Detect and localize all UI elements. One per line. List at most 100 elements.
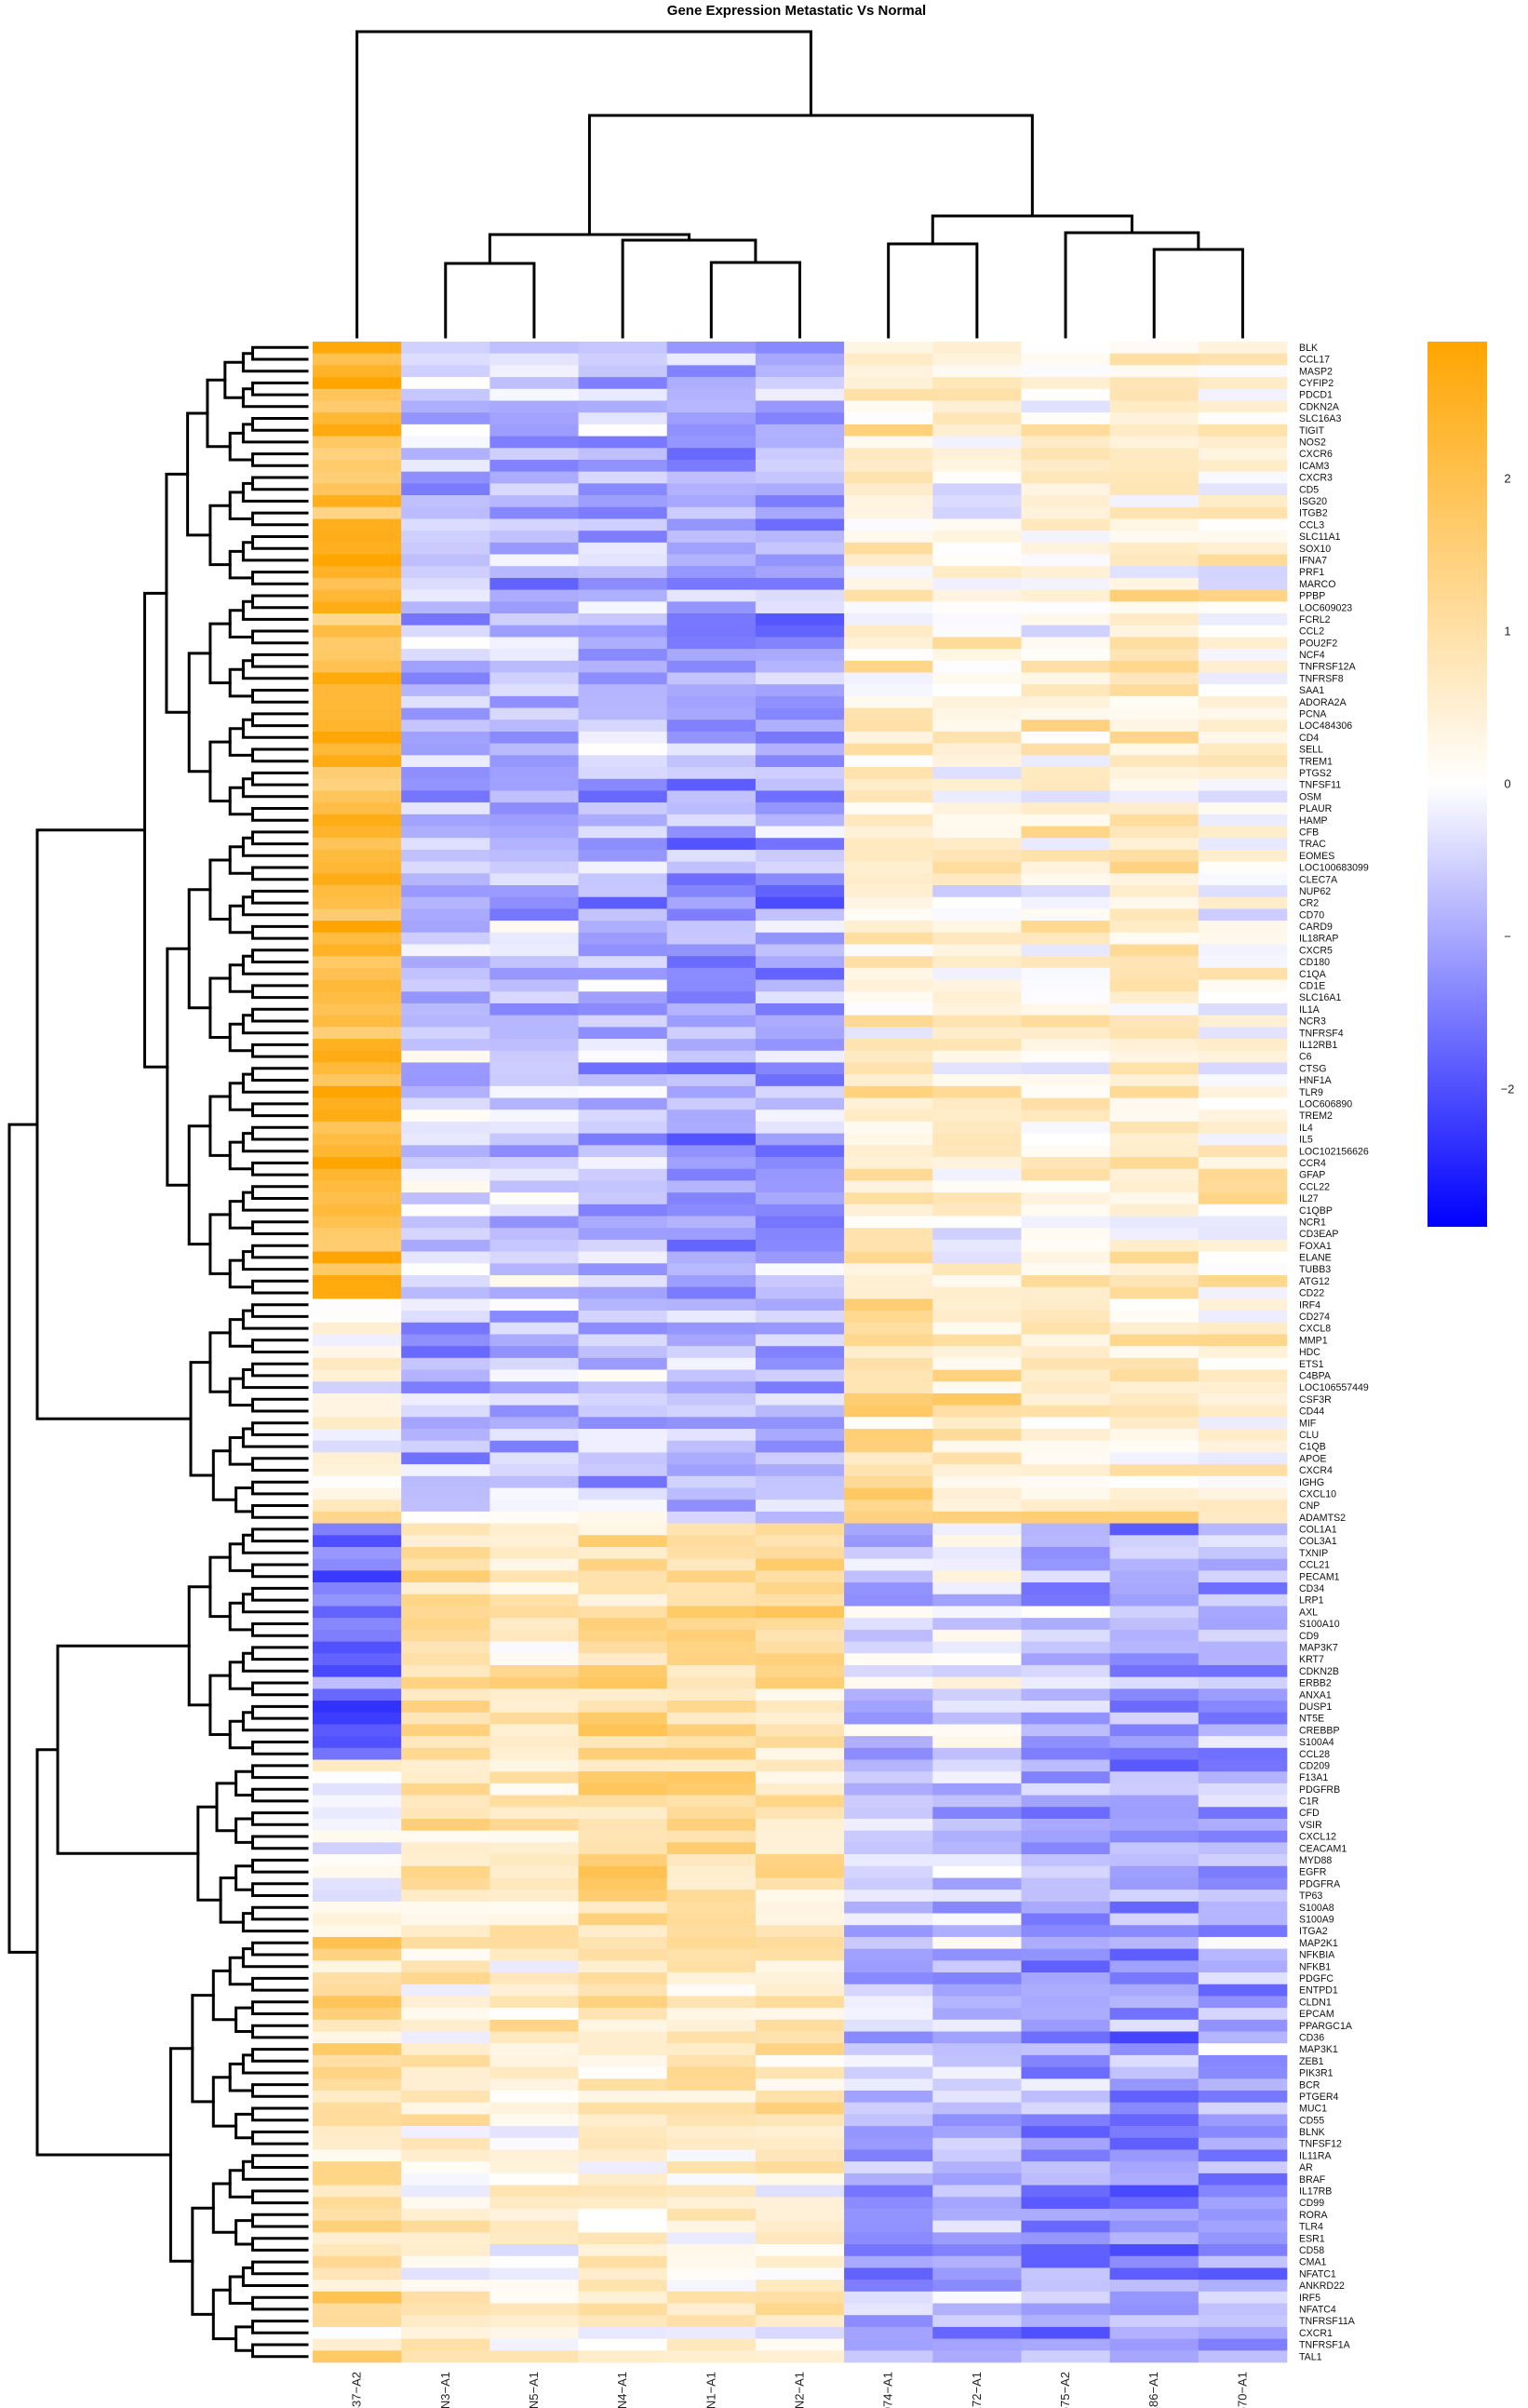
- heatmap-cell: [755, 2350, 845, 2363]
- gene-label: CD1E: [1299, 981, 1325, 992]
- gene-label: CLEC7A: [1299, 874, 1338, 885]
- heatmap-cell: [932, 471, 1022, 484]
- heatmap-cell: [401, 1085, 490, 1098]
- heatmap-cell: [1198, 1487, 1288, 1500]
- heatmap-cell: [1109, 684, 1200, 697]
- heatmap-cell: [755, 601, 845, 614]
- heatmap-cell: [755, 1641, 845, 1654]
- heatmap-cell: [932, 944, 1022, 957]
- gene-label: PCNA: [1299, 709, 1327, 720]
- heatmap-cell: [1021, 1121, 1110, 1134]
- heatmap-cell: [932, 625, 1022, 638]
- heatmap-cell: [755, 695, 845, 708]
- column-dendrogram-branch: [709, 261, 801, 339]
- heatmap-cell: [1021, 2280, 1110, 2293]
- heatmap-cell: [578, 2326, 668, 2339]
- gene-label: ISG20: [1299, 496, 1327, 507]
- heatmap-cell: [1109, 1546, 1200, 1559]
- heatmap-cell: [489, 2114, 579, 2127]
- heatmap-cell: [666, 2114, 757, 2127]
- heatmap-cell: [1021, 1948, 1110, 1961]
- heatmap-cell: [932, 1074, 1022, 1087]
- heatmap-cell: [755, 2208, 845, 2221]
- gene-label: IGHG: [1299, 1477, 1324, 1488]
- heatmap-cell: [1021, 1429, 1110, 1442]
- heatmap-cell: [844, 2185, 933, 2198]
- heatmap-cell: [489, 1039, 579, 1052]
- heatmap-cell: [1198, 566, 1288, 579]
- sample-label: M675−A2: [1058, 2372, 1072, 2408]
- heatmap-cell: [313, 896, 402, 909]
- heatmap-cell: [1021, 2220, 1110, 2233]
- row-dendrogram-branch: [228, 1377, 254, 1407]
- heatmap-cell: [1021, 1558, 1110, 1571]
- heatmap-cell: [1109, 695, 1200, 708]
- gene-label: CD5: [1299, 484, 1319, 495]
- heatmap-cell: [1021, 2232, 1110, 2245]
- heatmap-cell: [401, 908, 490, 921]
- row-dendrogram-branch: [211, 2182, 238, 2234]
- heatmap-cell: [844, 1890, 933, 1903]
- heatmap-cell: [1021, 1286, 1110, 1299]
- heatmap-cell: [932, 967, 1022, 980]
- heatmap-cell: [1021, 1712, 1110, 1725]
- heatmap-cell: [489, 1724, 579, 1737]
- row-dendrogram-branch: [251, 1043, 309, 1058]
- heatmap-cell: [401, 991, 490, 1004]
- heatmap-cell: [1021, 1913, 1110, 1926]
- heatmap-cell: [844, 1015, 933, 1028]
- row-dendrogram-branch: [187, 1124, 212, 1246]
- row-dendrogram-branch: [251, 1787, 309, 1803]
- heatmap-cell: [1198, 1286, 1288, 1299]
- heatmap-cell: [844, 2078, 933, 2092]
- heatmap-cell: [1021, 377, 1110, 390]
- heatmap-cell: [578, 2043, 668, 2056]
- heatmap-cell: [666, 1145, 757, 1158]
- heatmap-cell: [578, 2232, 668, 2245]
- heatmap-cell: [932, 1085, 1022, 1098]
- row-dendrogram-branch: [251, 381, 309, 397]
- heatmap-cell: [578, 1357, 668, 1370]
- heatmap-cell: [313, 2161, 402, 2174]
- gene-label: IRF5: [1299, 2293, 1320, 2304]
- heatmap-cell: [932, 1582, 1022, 1595]
- heatmap-cell: [1109, 2208, 1200, 2221]
- heatmap-cell: [1198, 1960, 1288, 1973]
- heatmap-cell: [844, 2255, 933, 2268]
- heatmap-cell: [401, 885, 490, 898]
- gene-label: MASP2: [1299, 366, 1333, 377]
- heatmap-cell: [1198, 991, 1288, 1004]
- heatmap-cell: [1109, 991, 1200, 1004]
- heatmap-cell: [1198, 2031, 1288, 2044]
- heatmap-cell: [578, 849, 668, 862]
- gene-label: CXCL8: [1299, 1324, 1331, 1335]
- gene-label: HDC: [1299, 1347, 1320, 1358]
- heatmap-cell: [313, 944, 402, 957]
- heatmap-cell: [755, 1688, 845, 1702]
- heatmap-cell: [489, 1311, 579, 1324]
- heatmap-cell: [1109, 1085, 1200, 1098]
- heatmap-cell: [489, 1110, 579, 1123]
- heatmap-cell: [1198, 1546, 1288, 1559]
- heatmap-cell: [932, 778, 1022, 791]
- heatmap-cell: [1109, 1487, 1200, 1500]
- heatmap-cell: [401, 589, 490, 602]
- heatmap-cell: [1021, 1511, 1110, 1524]
- heatmap-cell: [1198, 1877, 1288, 1890]
- heatmap-cell: [755, 2066, 845, 2079]
- heatmap-cell: [1021, 826, 1110, 839]
- heatmap-cell: [666, 1311, 757, 1324]
- heatmap-cell: [313, 1216, 402, 1229]
- heatmap-cell: [844, 1452, 933, 1465]
- heatmap-cell: [489, 1523, 579, 1536]
- heatmap-cell: [755, 1664, 845, 1677]
- heatmap-cell: [755, 1618, 845, 1631]
- heatmap-cell: [844, 649, 933, 662]
- heatmap-cell: [313, 1960, 402, 1973]
- heatmap-cell: [401, 577, 490, 590]
- row-dendrogram-branch: [143, 591, 169, 1069]
- row-dendrogram-branch: [251, 2343, 309, 2359]
- heatmap-cell: [489, 2043, 579, 2056]
- heatmap-cell: [932, 1429, 1022, 1442]
- heatmap-cell: [313, 577, 402, 590]
